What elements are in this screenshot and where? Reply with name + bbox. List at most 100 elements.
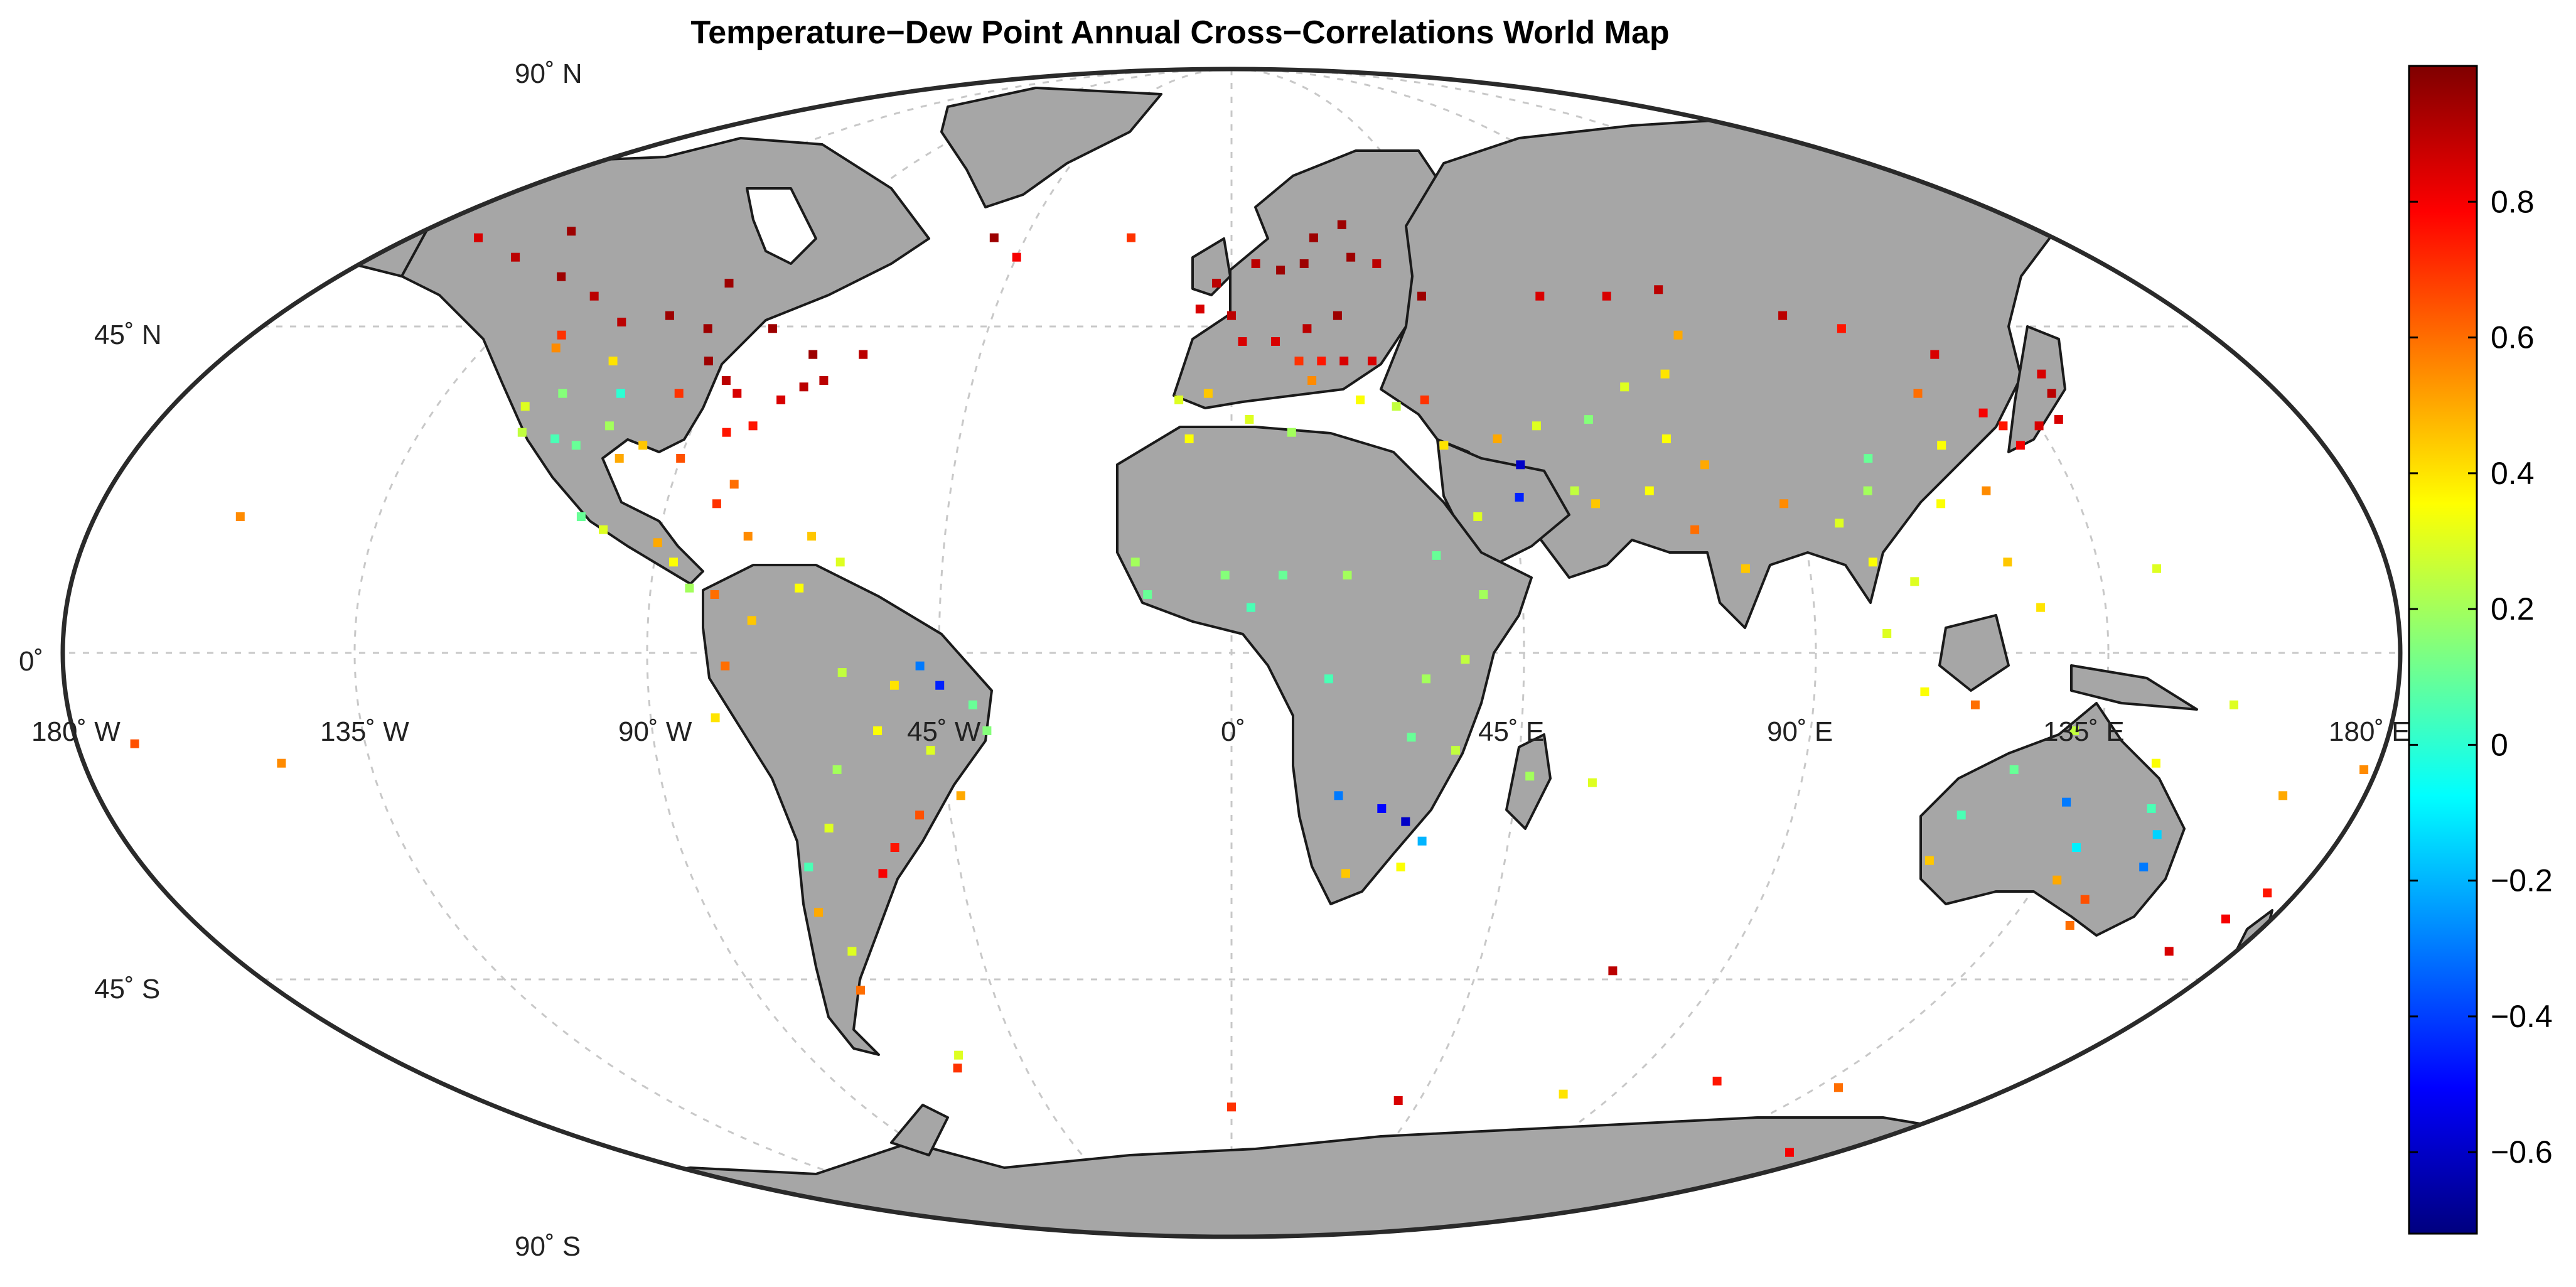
station-marker-173: [2139, 863, 2149, 871]
station-marker-41: [743, 532, 753, 541]
map-frame: [60, 67, 2403, 1239]
lon-label-45e: 45˚ E: [1478, 716, 1544, 747]
station-marker-186: [2152, 564, 2161, 573]
station-marker-175: [2053, 875, 2062, 885]
station-marker-0: [551, 343, 561, 353]
south-america: [702, 564, 993, 1056]
station-marker-176: [2065, 921, 2074, 930]
station-marker-140: [1184, 434, 1194, 443]
station-marker-25: [859, 350, 868, 359]
station-marker-113: [1535, 291, 1545, 301]
station-marker-64: [889, 681, 899, 690]
japan: [2007, 325, 2066, 453]
station-marker-69: [1127, 233, 1135, 242]
station-marker-101: [1570, 486, 1579, 495]
station-marker-191: [1393, 1096, 1403, 1105]
borneo: [1938, 614, 2010, 692]
station-marker-168: [2062, 797, 2071, 807]
station-marker-111: [1660, 369, 1670, 379]
antarctic-peninsula: [890, 1104, 949, 1156]
station-marker-184: [2278, 791, 2288, 800]
station-marker-60: [814, 908, 824, 917]
lon-label-180w: 180˚ W: [31, 716, 121, 747]
lat-label-45s: 45˚ S: [94, 974, 160, 1004]
greenland: [940, 87, 1162, 208]
station-marker-132: [1982, 486, 1991, 495]
station-marker-28: [614, 454, 624, 463]
colorbar-tick-label-4: 0.2: [2491, 591, 2535, 627]
station-marker-161: [1341, 869, 1350, 878]
station-marker-6: [722, 428, 731, 437]
station-marker-118: [1930, 350, 1940, 359]
colorbar-tick-label-0: −0.6: [2491, 1134, 2553, 1170]
station-marker-16: [557, 330, 566, 340]
lat-label-90n: 90˚ N: [515, 58, 582, 89]
station-marker-159: [1417, 836, 1427, 846]
station-marker-91: [1307, 376, 1317, 385]
station-marker-172: [2152, 830, 2162, 839]
station-marker-152: [1422, 674, 1430, 684]
station-marker-155: [1451, 746, 1460, 755]
station-marker-178: [2263, 888, 2272, 898]
station-marker-86: [1271, 337, 1280, 346]
station-marker-84: [1333, 311, 1342, 320]
station-marker-73: [1227, 311, 1236, 320]
station-marker-13: [703, 324, 712, 333]
station-marker-180: [235, 512, 245, 521]
station-marker-133: [1978, 408, 1988, 417]
lat-label-eq: 0˚: [19, 646, 43, 677]
station-marker-88: [1317, 357, 1326, 365]
station-marker-128: [1920, 687, 1929, 696]
chart-title: Temperature−Dew Point Annual Cross−Corre…: [690, 14, 1670, 51]
station-marker-98: [1516, 460, 1525, 470]
station-marker-2: [550, 434, 560, 443]
station-marker-151: [1461, 655, 1470, 664]
station-marker-139: [2015, 441, 2025, 450]
station-marker-63: [832, 765, 842, 774]
station-marker-49: [837, 668, 847, 677]
station-marker-62: [856, 986, 865, 995]
station-marker-115: [1654, 285, 1663, 294]
station-marker-105: [1700, 460, 1709, 470]
colorbar-tick-label-2: −0.2: [2491, 863, 2553, 898]
station-marker-19: [474, 233, 483, 242]
station-marker-154: [1407, 733, 1416, 742]
station-marker-163: [1587, 778, 1597, 787]
station-marker-192: [1559, 1089, 1568, 1099]
station-marker-119: [1913, 389, 1923, 398]
station-marker-45: [747, 616, 756, 625]
station-marker-18: [511, 252, 520, 262]
station-marker-66: [915, 661, 925, 670]
station-marker-42: [712, 499, 721, 509]
station-marker-145: [1279, 571, 1287, 579]
station-marker-104: [1690, 525, 1700, 534]
station-marker-166: [2009, 765, 2019, 774]
station-marker-81: [1337, 220, 1346, 229]
station-marker-129: [1970, 700, 1980, 709]
station-marker-137: [2047, 389, 2056, 398]
station-marker-169: [2071, 843, 2081, 852]
latitude-labels: 90˚ N 45˚ N 0˚ 45˚ S 90˚ S: [19, 58, 582, 1262]
station-marker-8: [776, 396, 786, 404]
station-marker-34: [571, 441, 581, 450]
station-marker-56: [890, 843, 899, 852]
station-marker-47: [721, 661, 730, 670]
station-marker-46: [795, 583, 804, 593]
station-marker-27: [604, 421, 614, 431]
station-marker-51: [926, 746, 935, 755]
station-marker-30: [733, 389, 742, 398]
station-marker-17: [557, 272, 566, 281]
station-marker-146: [1246, 603, 1255, 612]
station-marker-57: [878, 869, 888, 878]
station-marker-77: [1276, 266, 1285, 275]
meridian-90: [646, 69, 1817, 1237]
station-marker-144: [1220, 571, 1230, 579]
station-marker-103: [1645, 486, 1654, 495]
station-marker-125: [1868, 557, 1877, 567]
station-marker-117: [1837, 324, 1846, 333]
lon-label-45w: 45˚ W: [907, 716, 981, 747]
station-marker-39: [685, 583, 694, 593]
station-marker-107: [1779, 499, 1789, 509]
station-marker-26: [608, 357, 618, 365]
colorbar-ticks: −0.6 −0.4 −0.2 0 0.2 0.4 0.6 0.8: [2409, 184, 2553, 1170]
